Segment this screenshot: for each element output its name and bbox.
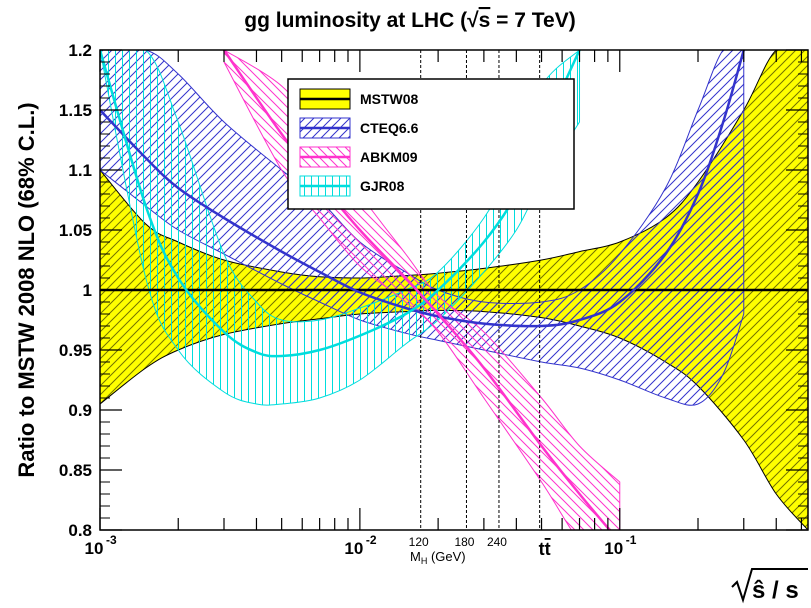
chart-title: gg luminosity at LHC (√s = 7 TeV) — [244, 9, 575, 32]
y-tick-label: 1.1 — [68, 161, 92, 180]
mass-axis-label: MH (GeV) — [410, 549, 466, 566]
y-tick-label: 1.15 — [59, 101, 92, 120]
legend-label: CTEQ6.6 — [360, 120, 419, 136]
x-tick-exponent: -2 — [366, 533, 377, 547]
x-tick-exponent: -3 — [106, 533, 117, 547]
y-axis-label: Ratio to MSTW 2008 NLO (68% C.L.) — [14, 102, 39, 477]
legend-label: MSTW08 — [360, 91, 419, 107]
y-tick-label: 0.8 — [68, 521, 92, 540]
x-axis-label: ŝ / s — [731, 568, 808, 604]
title-overline-s: s — [479, 9, 491, 32]
y-tick-label: 0.95 — [59, 341, 92, 360]
x-tick-label: 10 — [344, 539, 363, 558]
mass-annotations: 120 180 240 MH (GeV) tt — [409, 535, 551, 566]
legend-label: GJR08 — [360, 178, 405, 194]
y-tick-label: 0.85 — [59, 461, 92, 480]
ttbar-label: tt — [539, 539, 551, 559]
cteq6-6-central-line — [100, 50, 745, 328]
legend: MSTW08 CTEQ6.6 ABKM09 GJR08 — [287, 78, 575, 210]
legend-label: ABKM09 — [360, 149, 418, 165]
mass-label: 180 — [454, 535, 474, 549]
x-tick-label: 10 — [85, 539, 104, 558]
x-tick-label: 10 — [604, 539, 623, 558]
mass-label: 240 — [487, 535, 507, 549]
y-tick-label: 1.05 — [59, 221, 92, 240]
x-axis-label-text: ŝ / s — [752, 577, 799, 604]
y-tick-label: 0.9 — [68, 401, 92, 420]
y-tick-label: 1.2 — [68, 41, 92, 60]
x-tick-exponent: -1 — [626, 533, 637, 547]
mass-label: 120 — [409, 535, 429, 549]
gjr08-band — [100, 50, 581, 406]
y-tick-label: 1 — [83, 281, 92, 300]
